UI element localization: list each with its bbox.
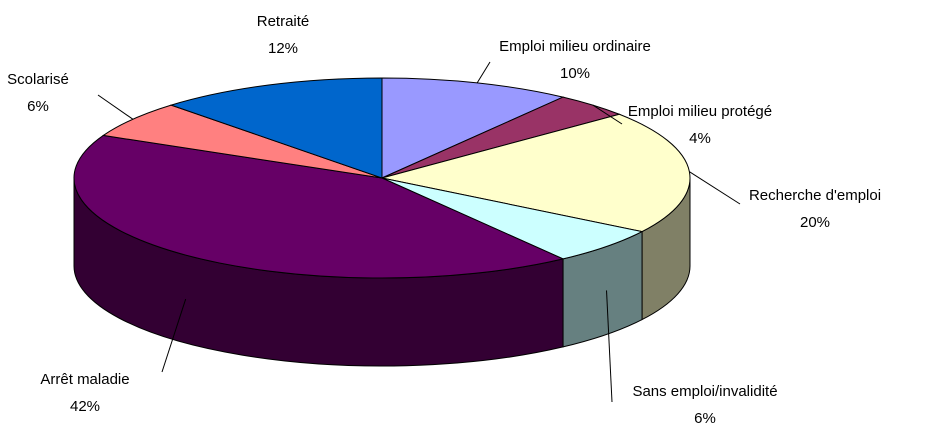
value-label: 20% <box>800 214 830 231</box>
leader-line <box>476 61 491 84</box>
leader-line <box>592 104 623 125</box>
leader-line <box>161 298 187 373</box>
category-label: Emploi milieu protégé <box>628 103 772 120</box>
slice <box>381 113 691 233</box>
leader-line <box>97 94 134 120</box>
leader-line <box>689 171 741 205</box>
category-label: Retraité <box>257 13 310 30</box>
category-label: Scolarisé <box>7 71 69 88</box>
slice <box>73 134 565 279</box>
leader-line <box>606 290 613 403</box>
value-label: 6% <box>27 98 49 115</box>
slice <box>169 77 383 179</box>
category-label: Emploi milieu ordinaire <box>499 38 651 55</box>
value-label: 4% <box>689 130 711 147</box>
value-label: 10% <box>560 65 590 82</box>
category-label: Arrêt maladie <box>40 371 129 388</box>
value-label: 6% <box>694 410 716 427</box>
value-label: 12% <box>268 40 298 57</box>
category-label: Sans emploi/invalidité <box>632 383 777 400</box>
category-label: Recherche d'emploi <box>749 187 881 204</box>
value-label: 42% <box>70 398 100 415</box>
